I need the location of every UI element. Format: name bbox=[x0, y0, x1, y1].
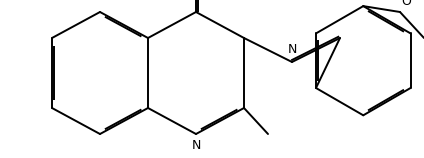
Text: N: N bbox=[191, 139, 201, 152]
Text: N: N bbox=[287, 43, 297, 56]
Text: O: O bbox=[401, 0, 411, 8]
